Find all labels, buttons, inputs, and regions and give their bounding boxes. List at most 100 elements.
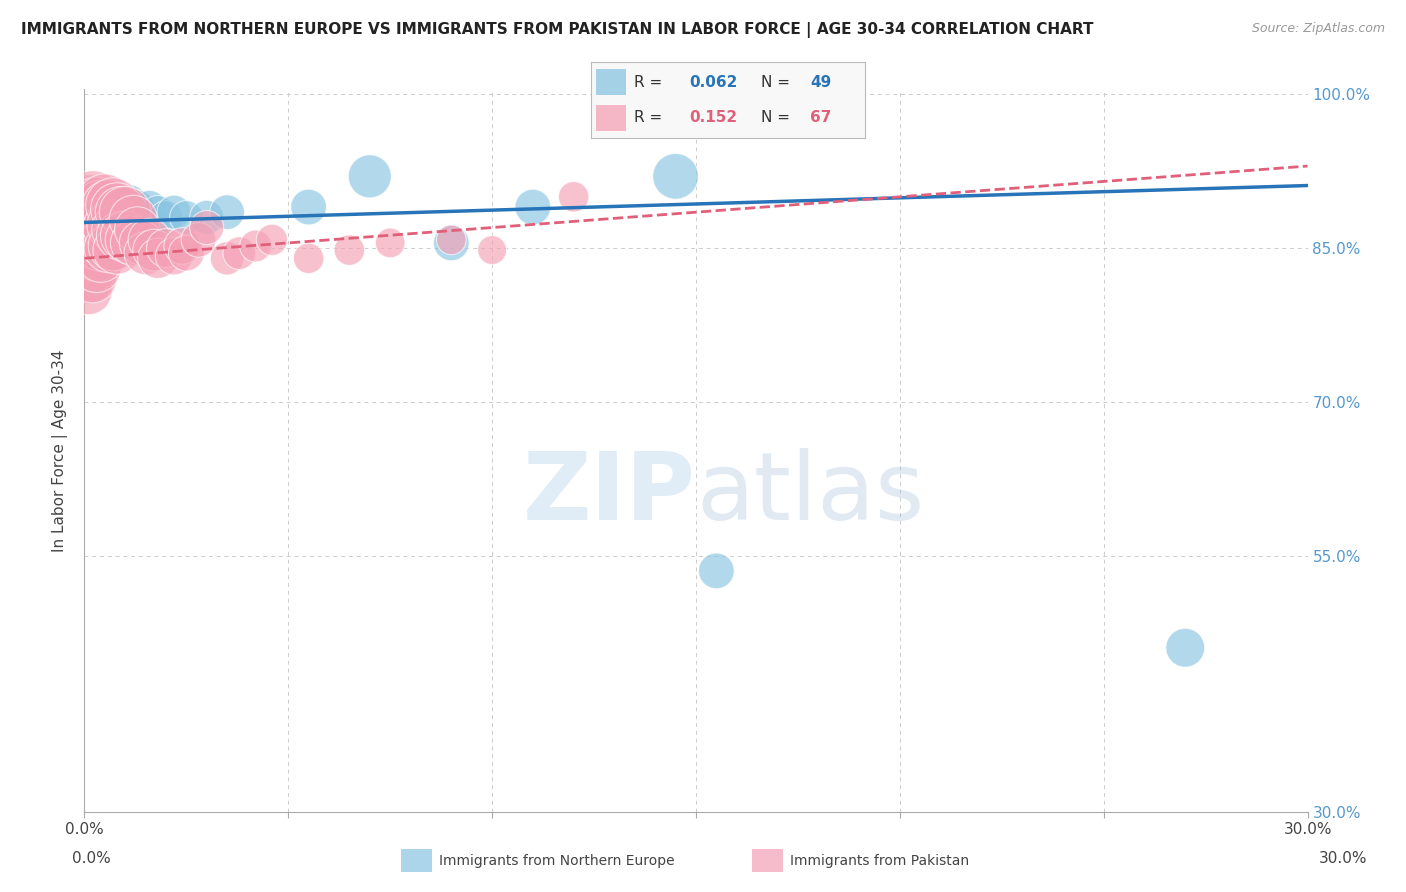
Text: Immigrants from Pakistan: Immigrants from Pakistan xyxy=(790,854,969,868)
Point xyxy=(93,215,115,229)
Point xyxy=(93,220,115,235)
Point xyxy=(86,194,108,209)
Point xyxy=(77,220,100,235)
Point xyxy=(440,233,463,247)
Point xyxy=(86,200,108,214)
Point xyxy=(82,260,104,274)
Text: 67: 67 xyxy=(810,111,831,125)
Point xyxy=(174,246,197,260)
Text: R =: R = xyxy=(634,75,668,90)
Point xyxy=(90,214,112,228)
Point xyxy=(86,205,108,219)
Point xyxy=(86,212,108,227)
Point xyxy=(93,190,115,204)
Text: atlas: atlas xyxy=(696,448,924,540)
Point xyxy=(77,200,100,214)
Point xyxy=(93,200,115,214)
Point xyxy=(93,211,115,225)
Text: 49: 49 xyxy=(810,75,831,90)
Point xyxy=(217,252,239,266)
Point xyxy=(82,194,104,209)
Text: R =: R = xyxy=(634,111,668,125)
Point xyxy=(101,219,124,233)
Point xyxy=(174,211,197,225)
Point xyxy=(82,208,104,222)
Point xyxy=(82,211,104,225)
Y-axis label: In Labor Force | Age 30-34: In Labor Force | Age 30-34 xyxy=(52,349,69,552)
Point xyxy=(82,190,104,204)
Text: N =: N = xyxy=(761,111,794,125)
Point xyxy=(82,272,104,286)
Point xyxy=(110,205,132,219)
Point xyxy=(359,169,381,184)
Point xyxy=(97,200,120,214)
Point xyxy=(127,200,149,214)
Point xyxy=(142,243,165,257)
Point xyxy=(82,246,104,260)
Point xyxy=(90,231,112,245)
Point xyxy=(86,236,108,251)
Text: 0.0%: 0.0% xyxy=(72,851,111,865)
Text: 30.0%: 30.0% xyxy=(1319,851,1367,865)
Point xyxy=(187,233,209,247)
Point xyxy=(77,211,100,225)
Point xyxy=(118,233,141,247)
Point xyxy=(101,200,124,214)
Point xyxy=(562,190,585,204)
Point xyxy=(217,205,239,219)
Point xyxy=(114,228,136,243)
Point xyxy=(135,220,157,235)
Point xyxy=(122,205,145,219)
Point xyxy=(82,233,104,247)
Point xyxy=(228,246,250,260)
Text: N =: N = xyxy=(761,75,794,90)
Point xyxy=(86,225,108,239)
Point xyxy=(122,235,145,250)
Text: 0.062: 0.062 xyxy=(689,75,738,90)
Point xyxy=(105,202,128,216)
Point xyxy=(118,194,141,209)
Point xyxy=(82,220,104,235)
Point xyxy=(97,211,120,225)
Text: IMMIGRANTS FROM NORTHERN EUROPE VS IMMIGRANTS FROM PAKISTAN IN LABOR FORCE | AGE: IMMIGRANTS FROM NORTHERN EUROPE VS IMMIG… xyxy=(21,22,1094,38)
Point xyxy=(138,200,160,214)
Point xyxy=(142,215,165,229)
Point xyxy=(77,247,100,261)
Point xyxy=(122,212,145,227)
Point xyxy=(77,260,100,274)
Point xyxy=(110,194,132,209)
Point xyxy=(163,249,186,263)
Point xyxy=(195,211,218,225)
Point xyxy=(114,205,136,219)
Point xyxy=(155,241,177,255)
Point xyxy=(380,235,402,250)
Point xyxy=(131,235,153,250)
Point xyxy=(90,202,112,216)
Point xyxy=(86,215,108,229)
Point xyxy=(110,228,132,243)
Point xyxy=(131,211,153,225)
Text: ZIP: ZIP xyxy=(523,448,696,540)
Point xyxy=(77,272,100,286)
Point xyxy=(105,194,128,209)
Point xyxy=(90,200,112,214)
Point xyxy=(155,211,177,225)
Point xyxy=(86,261,108,276)
Point xyxy=(101,198,124,212)
Point xyxy=(135,246,157,260)
Point xyxy=(77,284,100,298)
Bar xyxy=(596,105,626,130)
Point xyxy=(195,220,218,235)
Point xyxy=(82,200,104,214)
Point xyxy=(1174,640,1197,655)
Point xyxy=(90,239,112,253)
Point xyxy=(90,252,112,266)
Point xyxy=(440,235,463,250)
Point xyxy=(77,225,100,239)
Point xyxy=(260,233,283,247)
Point xyxy=(97,220,120,235)
Point xyxy=(163,205,186,219)
Point xyxy=(101,239,124,253)
Point xyxy=(138,233,160,247)
Point xyxy=(105,222,128,236)
